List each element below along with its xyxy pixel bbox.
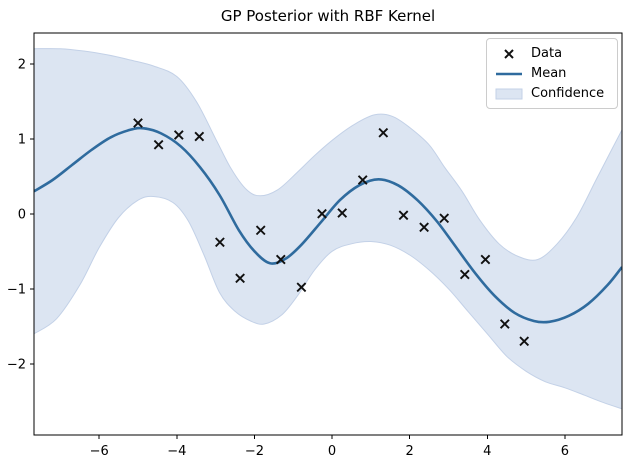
y-tick-label: 0 (18, 207, 26, 222)
data-marker (419, 222, 429, 233)
data-markers (133, 118, 530, 347)
data-marker (133, 118, 143, 128)
data-marker (480, 254, 491, 265)
data-marker (398, 210, 409, 221)
legend: Data Mean Confidence (486, 38, 618, 109)
legend-item-mean: Mean (495, 65, 609, 82)
legend-label-confidence: Confidence (531, 86, 605, 101)
mean-line (34, 126, 622, 324)
data-marker (173, 130, 184, 140)
x-tick-label: −6 (90, 444, 109, 459)
x-tick-label: 4 (483, 444, 491, 459)
data-marker (317, 208, 327, 219)
legend-item-confidence: Confidence (495, 85, 609, 102)
y-axis: 2 1 0 −1 −2 (7, 57, 34, 372)
x-axis: −6 −4 −2 0 2 4 6 (90, 435, 569, 459)
confidence-patch-icon (495, 88, 523, 99)
y-tick-label: −2 (7, 357, 26, 372)
y-tick-label: −1 (7, 282, 26, 297)
data-marker (215, 237, 225, 248)
y-tick-label: 1 (18, 132, 26, 147)
mean-line-icon (496, 72, 522, 75)
chart-title: GP Posterior with RBF Kernel (220, 7, 436, 25)
data-marker (499, 319, 510, 329)
axes-spines (33, 32, 623, 436)
y-tick-label: 2 (18, 57, 26, 72)
x-tick-label: 2 (406, 444, 414, 459)
legend-item-data: Data (495, 45, 609, 62)
data-marker (194, 131, 205, 142)
x-tick-label: 6 (561, 444, 569, 459)
legend-label-data: Data (531, 46, 563, 61)
data-marker (357, 175, 368, 185)
axes-content (34, 48, 622, 410)
data-marker (337, 208, 348, 218)
x-marker-icon (504, 48, 514, 59)
data-marker (378, 127, 389, 138)
data-marker (296, 282, 307, 293)
x-tick-label: 0 (328, 444, 336, 459)
data-marker (153, 139, 164, 150)
data-marker (459, 269, 470, 280)
x-tick-label: −4 (167, 444, 186, 459)
data-marker (235, 273, 245, 284)
x-tick-label: −2 (245, 444, 264, 459)
confidence-band (34, 48, 622, 410)
legend-label-mean: Mean (531, 66, 567, 81)
data-marker (519, 336, 530, 347)
data-marker (275, 254, 286, 265)
data-marker (255, 225, 266, 236)
data-marker (439, 213, 450, 224)
